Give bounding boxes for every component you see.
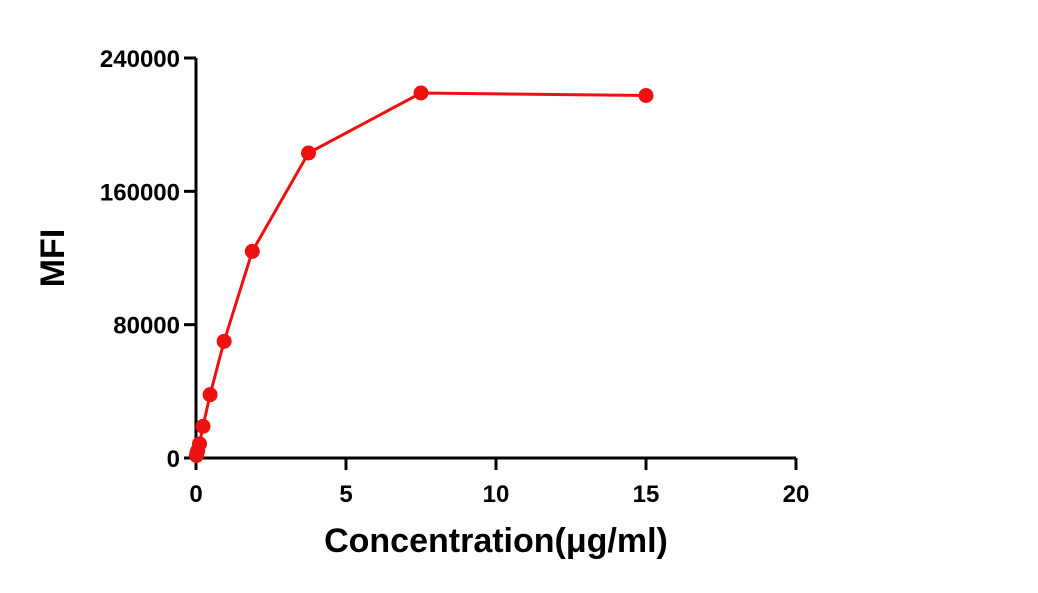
x-axis-title: Concentration(μg/ml) [324,522,668,560]
axes: 0 80000 160000 240000 0 5 10 15 20 [100,46,809,508]
x-tick-label: 5 [339,481,352,508]
y-tick-label: 160000 [100,179,180,206]
data-point [638,88,654,103]
y-tick-label: 240000 [100,46,180,73]
y-ticks: 0 80000 160000 240000 [100,46,196,473]
x-tick-label: 10 [483,481,510,508]
y-tick-label: 80000 [113,313,180,340]
data-point [216,333,232,349]
data-point [413,85,429,101]
data-point [301,145,316,161]
x-tick-label: 20 [783,481,810,508]
plot-area [188,85,654,463]
data-point [195,418,211,434]
data-point [192,436,208,452]
x-ticks: 0 5 10 15 20 [189,458,809,508]
x-tick-label: 15 [633,481,660,508]
series-line [194,91,647,456]
data-point [244,243,260,259]
x-tick-label: 0 [189,481,202,508]
y-tick-label: 0 [167,446,180,473]
data-point [202,387,218,403]
y-axis-title: MFI [34,229,72,288]
